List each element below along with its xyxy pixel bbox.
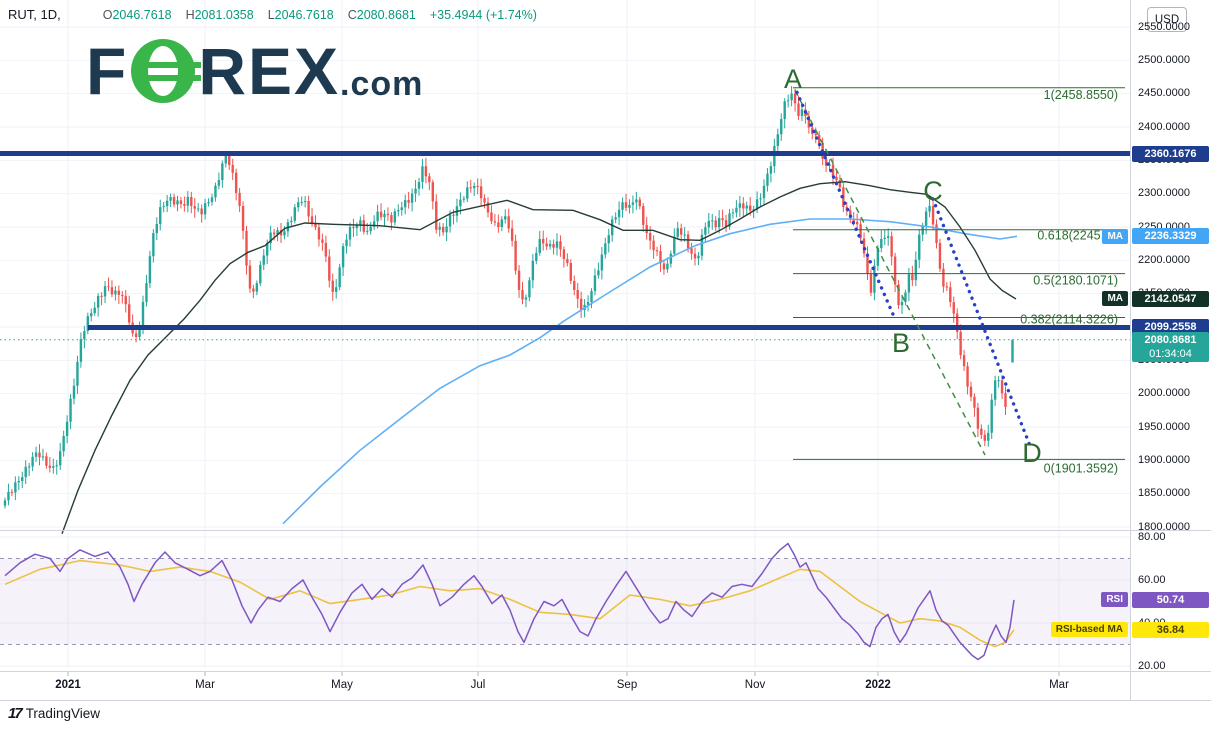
ma-200-line xyxy=(282,218,1018,525)
price-axis-badge: 50.74 xyxy=(1132,591,1209,608)
legend-high: H2081.0358 xyxy=(185,7,254,22)
legend-close: C2080.8681 xyxy=(347,7,416,22)
price-tick-label: 2300.0000 xyxy=(1138,187,1190,200)
price-tick-label: 2000.0000 xyxy=(1138,387,1190,400)
moving-averages xyxy=(61,180,1018,534)
pattern-letter-C: C xyxy=(923,176,943,206)
currency-label: USD xyxy=(1147,7,1187,32)
ma-label-pill: MA xyxy=(1102,228,1128,244)
rsi-tick-label: 80.00 xyxy=(1138,530,1166,543)
price-tick-label: 1900.0000 xyxy=(1138,453,1190,466)
legend-change: +35.4944 (+1.74%) xyxy=(429,7,537,22)
pattern-letter-D: D xyxy=(1022,438,1042,468)
ma-label-pill: MA xyxy=(1102,291,1128,307)
price-tick-label: 2200.0000 xyxy=(1138,253,1190,266)
time-axis-label: Mar xyxy=(195,679,215,691)
price-axis-badge: 36.84 xyxy=(1132,621,1209,638)
svg-text:0.618(2245.89: 0.618(2245.89 xyxy=(1037,229,1118,243)
watermark-rex: REX xyxy=(198,34,341,108)
price-axis-badge: 2080.8681 01:34:04 xyxy=(1132,331,1209,362)
svg-text:0.5(2180.1071): 0.5(2180.1071) xyxy=(1033,274,1118,288)
watermark-com: .com xyxy=(340,65,424,103)
time-axis-label: Mar xyxy=(1049,679,1069,691)
rsi-tick-label: 20.00 xyxy=(1138,659,1166,672)
rsi-band xyxy=(0,558,1130,645)
price-tick-label: 1950.0000 xyxy=(1138,420,1190,433)
rsi-line xyxy=(4,542,1015,661)
price-tick-label: 1800.0000 xyxy=(1138,520,1190,533)
price-tick-label: 2450.0000 xyxy=(1138,87,1190,100)
tradingview-icon: 17 xyxy=(8,705,23,722)
price-tick-label: 2400.0000 xyxy=(1138,120,1190,133)
countdown-timer: 01:34:04 xyxy=(1149,347,1192,360)
symbol-title[interactable]: RUT, 1D, xyxy=(8,7,61,22)
abcd-pattern: A B C D xyxy=(784,64,1042,468)
rsi-indicator xyxy=(4,542,1015,661)
legend-low: L2046.7618 xyxy=(267,7,334,22)
price-tick-label: 1850.0000 xyxy=(1138,487,1190,500)
time-axis-label: 2021 xyxy=(55,679,81,691)
price-axis-badge: 2360.1676 xyxy=(1132,145,1209,162)
time-axis-label: Jul xyxy=(470,679,486,691)
forex-watermark: F REX .com xyxy=(86,38,423,104)
legend-open: O2046.7618 xyxy=(102,7,172,22)
watermark-f: F xyxy=(86,34,129,108)
rsi-ma-line xyxy=(4,559,1015,648)
fib-retracement: 1(2458.8550) 0.618(2245.89 0.5(2180.1071) 0… xyxy=(793,87,1125,475)
tradingview-brand: TradingView xyxy=(25,706,100,721)
tradingview-logo[interactable]: 17 TradingView xyxy=(8,705,100,722)
pane-separators xyxy=(0,0,1211,701)
forex-o-icon xyxy=(131,39,202,103)
price-axis-badge: 2142.0547 xyxy=(1132,290,1209,307)
svg-text:1(2458.8550): 1(2458.8550) xyxy=(1044,88,1118,102)
pattern-letter-B: B xyxy=(892,328,910,358)
time-axis-label: May xyxy=(331,679,353,691)
ma-100-line xyxy=(61,180,1017,534)
symbol-legend[interactable]: RUT, 1D, O2046.7618 H2081.0358 L2046.761… xyxy=(8,7,537,22)
time-axis-label: 2022 xyxy=(865,679,891,691)
price-levels xyxy=(0,151,1130,330)
ma-label-pill: RSI xyxy=(1101,592,1128,608)
price-axis-badge: 2236.3329 xyxy=(1132,228,1209,245)
price-axis-badge: 2099.2558 xyxy=(1132,319,1209,336)
candles xyxy=(3,86,1014,509)
rsi-tick-label: 60.00 xyxy=(1138,573,1166,586)
price-tick-label: 2500.0000 xyxy=(1138,53,1190,66)
time-axis-label: Nov xyxy=(744,679,766,691)
price-tick-label: 2550.0000 xyxy=(1138,20,1190,33)
time-axis-label: Sep xyxy=(616,679,638,691)
ma-label-pill: RSI-based MA xyxy=(1050,622,1128,638)
pattern-letter-A: A xyxy=(784,64,802,94)
svg-text:0(1901.3592): 0(1901.3592) xyxy=(1044,461,1118,475)
svg-text:0.382(2114.3226): 0.382(2114.3226) xyxy=(1020,312,1118,326)
